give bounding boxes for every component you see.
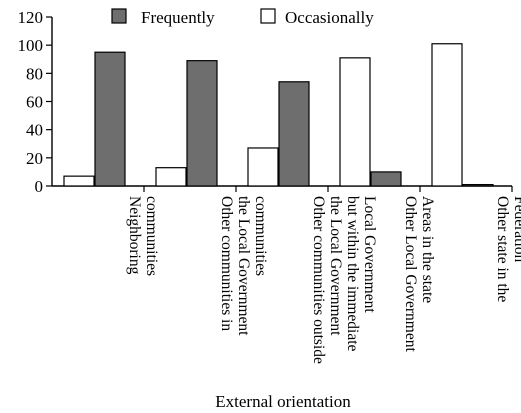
bar-occasionally-4 [339, 57, 371, 187]
legend: Frequently Occasionally [111, 8, 374, 27]
bar-frequently-5 [462, 183, 494, 187]
legend-swatch-occasionally [260, 8, 276, 24]
y-tick-label: 60 [26, 93, 43, 112]
legend-swatch-frequently [111, 8, 127, 24]
category-label-2: Other communities inthe Local Government… [218, 196, 269, 336]
x-axis-label: External orientation [215, 392, 351, 411]
y-tick-label: 40 [26, 121, 43, 140]
bar-frequently-2 [186, 60, 218, 187]
legend-label-occasionally: Occasionally [285, 8, 374, 27]
bar-frequently-4 [370, 171, 402, 187]
y-tick-label: 0 [35, 177, 44, 196]
y-tick-label: 20 [26, 149, 43, 168]
category-label-4: Other Local GovernmentAreas in the state [402, 196, 436, 352]
y-tick-label: 120 [18, 8, 44, 27]
bar-frequently-3 [278, 81, 310, 187]
category-label-3: Other communities outsidethe Local Gover… [310, 196, 378, 364]
bar-occasionally-1 [63, 175, 95, 187]
category-label-1: Neighboringcommunities [126, 196, 160, 276]
plot-area: 0 20 40 60 80 100 120 Neighboringcommunities Oth… [18, 8, 521, 364]
y-tick-label: 80 [26, 64, 43, 83]
legend-label-frequently: Frequently [141, 8, 215, 27]
bar-occasionally-3 [247, 147, 279, 187]
bar-occasionally-5 [431, 43, 463, 187]
bar-frequently-1 [94, 51, 126, 187]
bar-occasionally-2 [155, 167, 187, 187]
y-tick-label: 100 [18, 36, 44, 55]
category-label-5: Other state in theFederation [494, 196, 521, 302]
